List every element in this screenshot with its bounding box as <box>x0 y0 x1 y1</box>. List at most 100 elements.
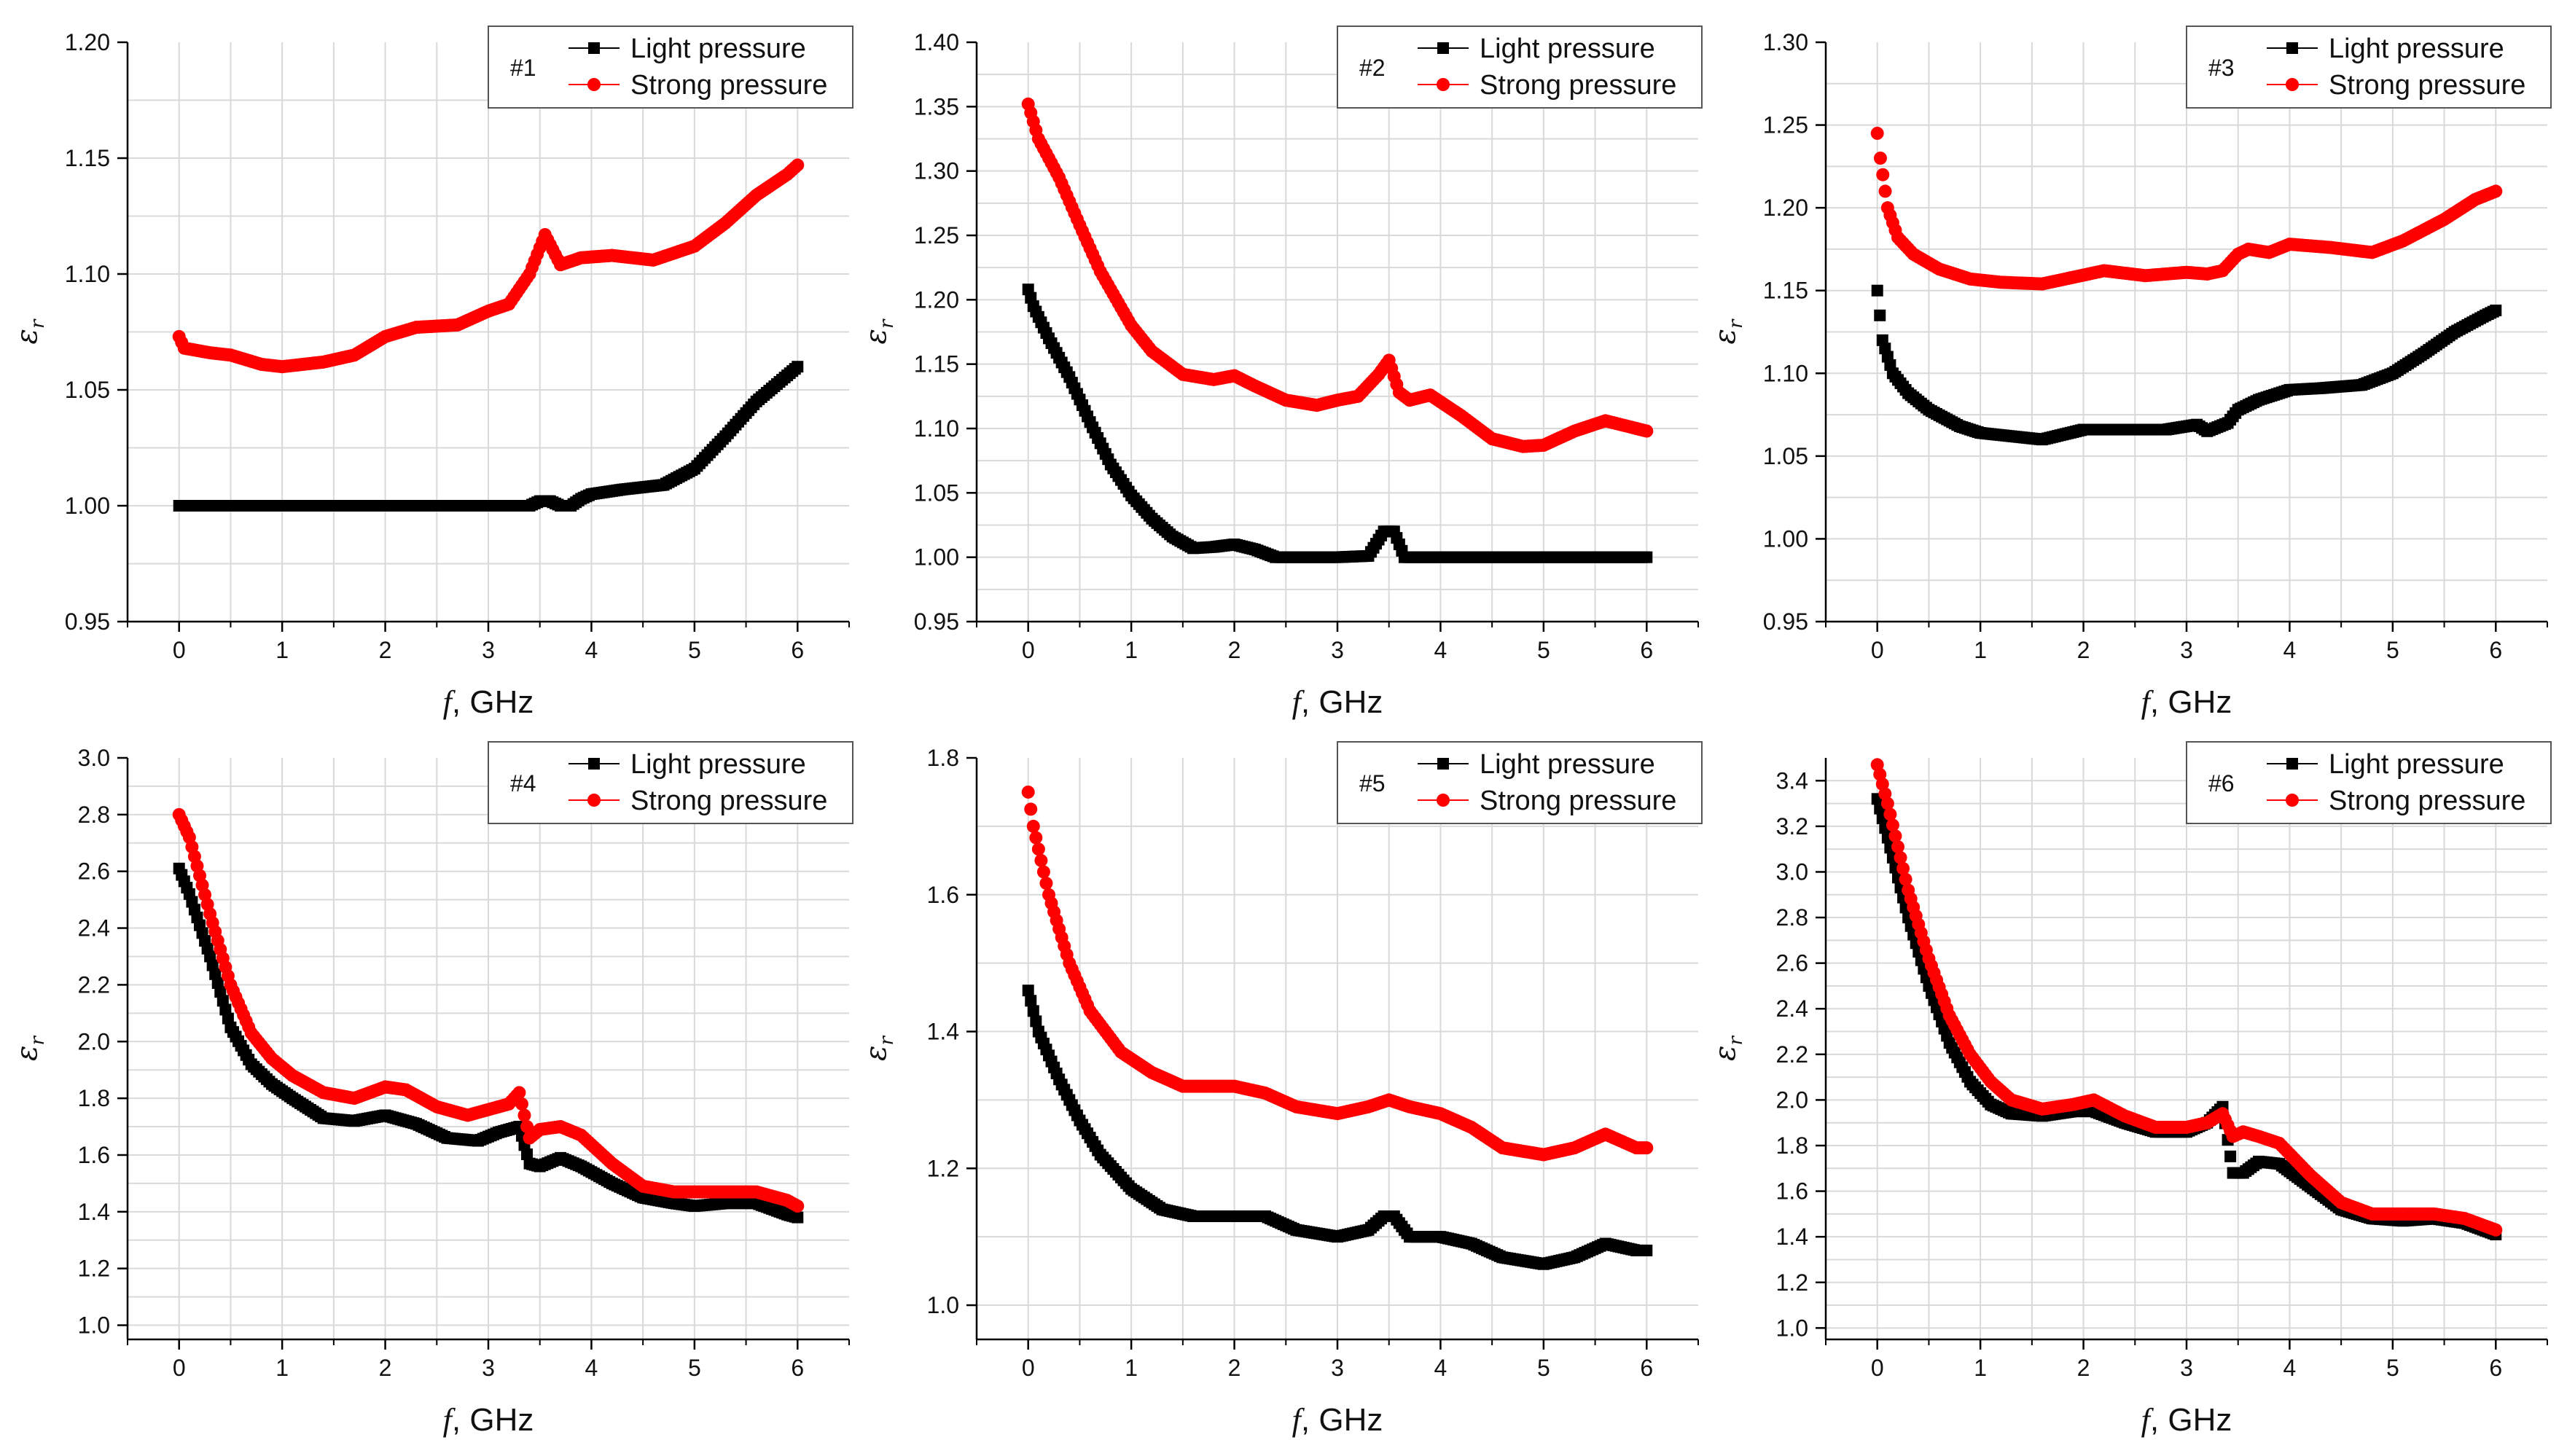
y-tick-label: 1.20 <box>1763 195 1808 221</box>
data-point-square <box>1022 985 1034 997</box>
data-point-circle <box>791 1199 805 1213</box>
y-tick-label: 2.4 <box>1776 995 1808 1022</box>
data-point-circle <box>1894 850 1907 864</box>
data-point-square <box>214 986 227 998</box>
legend-label: Strong pressure <box>630 70 827 101</box>
y-tick-label: 1.8 <box>78 1085 110 1111</box>
legend-sample-id: #2 <box>1359 55 1386 81</box>
x-tick-label: 0 <box>1022 637 1035 663</box>
x-tick-label: 6 <box>2489 1355 2502 1381</box>
data-point-circle <box>1880 797 1894 810</box>
legend-sample-id: #5 <box>1359 770 1386 797</box>
y-tick-label: 1.8 <box>1776 1132 1808 1159</box>
x-tick-label: 2 <box>2077 1355 2090 1381</box>
data-point-square <box>1874 309 1886 321</box>
y-tick-label: 1.35 <box>914 93 959 120</box>
data-point-circle <box>1886 818 1899 832</box>
x-axis-label: f, GHz <box>1292 1402 1383 1438</box>
y-tick-label: 3.0 <box>1776 858 1808 885</box>
x-tick-label: 1 <box>1974 1355 1987 1381</box>
legend-box <box>488 26 853 109</box>
series-light-pressure <box>1871 284 2502 446</box>
data-point-square <box>792 1211 804 1224</box>
x-tick-label: 3 <box>1331 637 1344 663</box>
data-point-square <box>222 1012 234 1025</box>
y-tick-label: 1.15 <box>1763 278 1808 304</box>
y-tick-label: 2.8 <box>78 802 110 828</box>
x-tick-label: 4 <box>2283 637 2297 663</box>
x-tick-label: 4 <box>1434 1355 1447 1381</box>
x-tick-label: 4 <box>2283 1355 2297 1381</box>
y-tick-label: 1.05 <box>914 480 959 506</box>
x-tick-label: 5 <box>1537 1355 1550 1381</box>
x-tick-label: 3 <box>482 1355 495 1381</box>
legend-label: Light pressure <box>630 749 806 780</box>
y-tick-label: 1.2 <box>78 1256 110 1282</box>
y-tick-label: 0.95 <box>1763 608 1808 635</box>
legend-label: Light pressure <box>1480 34 1655 64</box>
x-tick-label: 0 <box>1871 637 1884 663</box>
series-strong-pressure <box>172 158 805 374</box>
legend: #3 Light pressure Strong pressure <box>2186 26 2552 109</box>
legend-label: Strong pressure <box>630 786 827 816</box>
y-tick-label: 1.00 <box>914 544 959 571</box>
legend-label: Light pressure <box>2329 749 2504 780</box>
x-tick-label: 2 <box>1228 1355 1241 1381</box>
legend-label: Light pressure <box>1480 749 1655 780</box>
legend-square-marker <box>588 42 600 54</box>
y-tick-label: 1.4 <box>78 1199 110 1225</box>
legend-box <box>2186 741 2552 824</box>
legend: #5 Light pressure Strong pressure <box>1337 741 1703 824</box>
y-tick-label: 1.6 <box>78 1142 110 1168</box>
legend-box <box>488 741 853 824</box>
data-point-circle <box>1036 865 1050 879</box>
data-point-circle <box>1878 184 1892 198</box>
y-tick-label: 2.6 <box>1776 950 1808 976</box>
x-tick-label: 6 <box>791 1355 804 1381</box>
chart-panel-3: 0 1 2 3 4 5 6 0.95 1.00 1.05 1.10 1.15 1.20 1.25 1.30 f… <box>1708 26 2552 720</box>
y-axis-label: εr <box>1708 318 1747 344</box>
data-point-circle <box>1896 861 1910 875</box>
y-tick-label: 2.2 <box>1776 1041 1808 1068</box>
data-point-circle <box>1876 168 1890 181</box>
data-point-square <box>1027 1005 1039 1017</box>
legend-square-marker <box>1437 758 1449 770</box>
legend-box <box>1337 26 1703 109</box>
data-point-circle <box>1891 840 1904 854</box>
legend-circle-marker <box>2286 794 2299 807</box>
y-tick-label: 0.95 <box>914 608 959 635</box>
y-tick-label: 1.2 <box>927 1155 959 1181</box>
y-tick-label: 2.8 <box>1776 904 1808 931</box>
x-tick-label: 2 <box>379 637 392 663</box>
x-tick-label: 5 <box>1537 637 1550 663</box>
x-tick-label: 3 <box>1331 1355 1344 1381</box>
y-tick-label: 1.00 <box>65 493 110 519</box>
x-axis-label: f, GHz <box>2141 1402 2232 1438</box>
y-tick-label: 1.00 <box>1763 525 1808 552</box>
legend-circle-marker <box>2286 78 2299 91</box>
legend-square-marker <box>2286 758 2298 770</box>
data-point-square <box>1641 551 1653 563</box>
x-tick-label: 0 <box>1871 1355 1884 1381</box>
data-point-circle <box>1888 829 1902 843</box>
data-point-square <box>206 959 219 971</box>
series-strong-pressure <box>1021 97 1654 453</box>
legend-sample-id: #4 <box>510 770 536 797</box>
legend-label: Strong pressure <box>1480 786 1676 816</box>
data-point-square <box>216 995 229 1007</box>
series-light-pressure <box>173 862 804 1224</box>
y-tick-label: 1.25 <box>1763 112 1808 138</box>
y-tick-label: 1.0 <box>1776 1315 1808 1341</box>
data-point-square <box>2490 304 2502 316</box>
y-axis-label: εr <box>1708 1035 1747 1060</box>
x-tick-label: 2 <box>2077 637 2090 663</box>
x-tick-label: 5 <box>688 1355 701 1381</box>
y-tick-label: 1.20 <box>65 29 110 55</box>
x-tick-label: 6 <box>1640 1355 1653 1381</box>
legend-label: Light pressure <box>2329 34 2504 64</box>
x-tick-label: 6 <box>791 637 804 663</box>
y-tick-label: 1.10 <box>65 261 110 287</box>
legend-sample-id: #6 <box>2208 770 2235 797</box>
series-light-pressure <box>173 361 804 512</box>
